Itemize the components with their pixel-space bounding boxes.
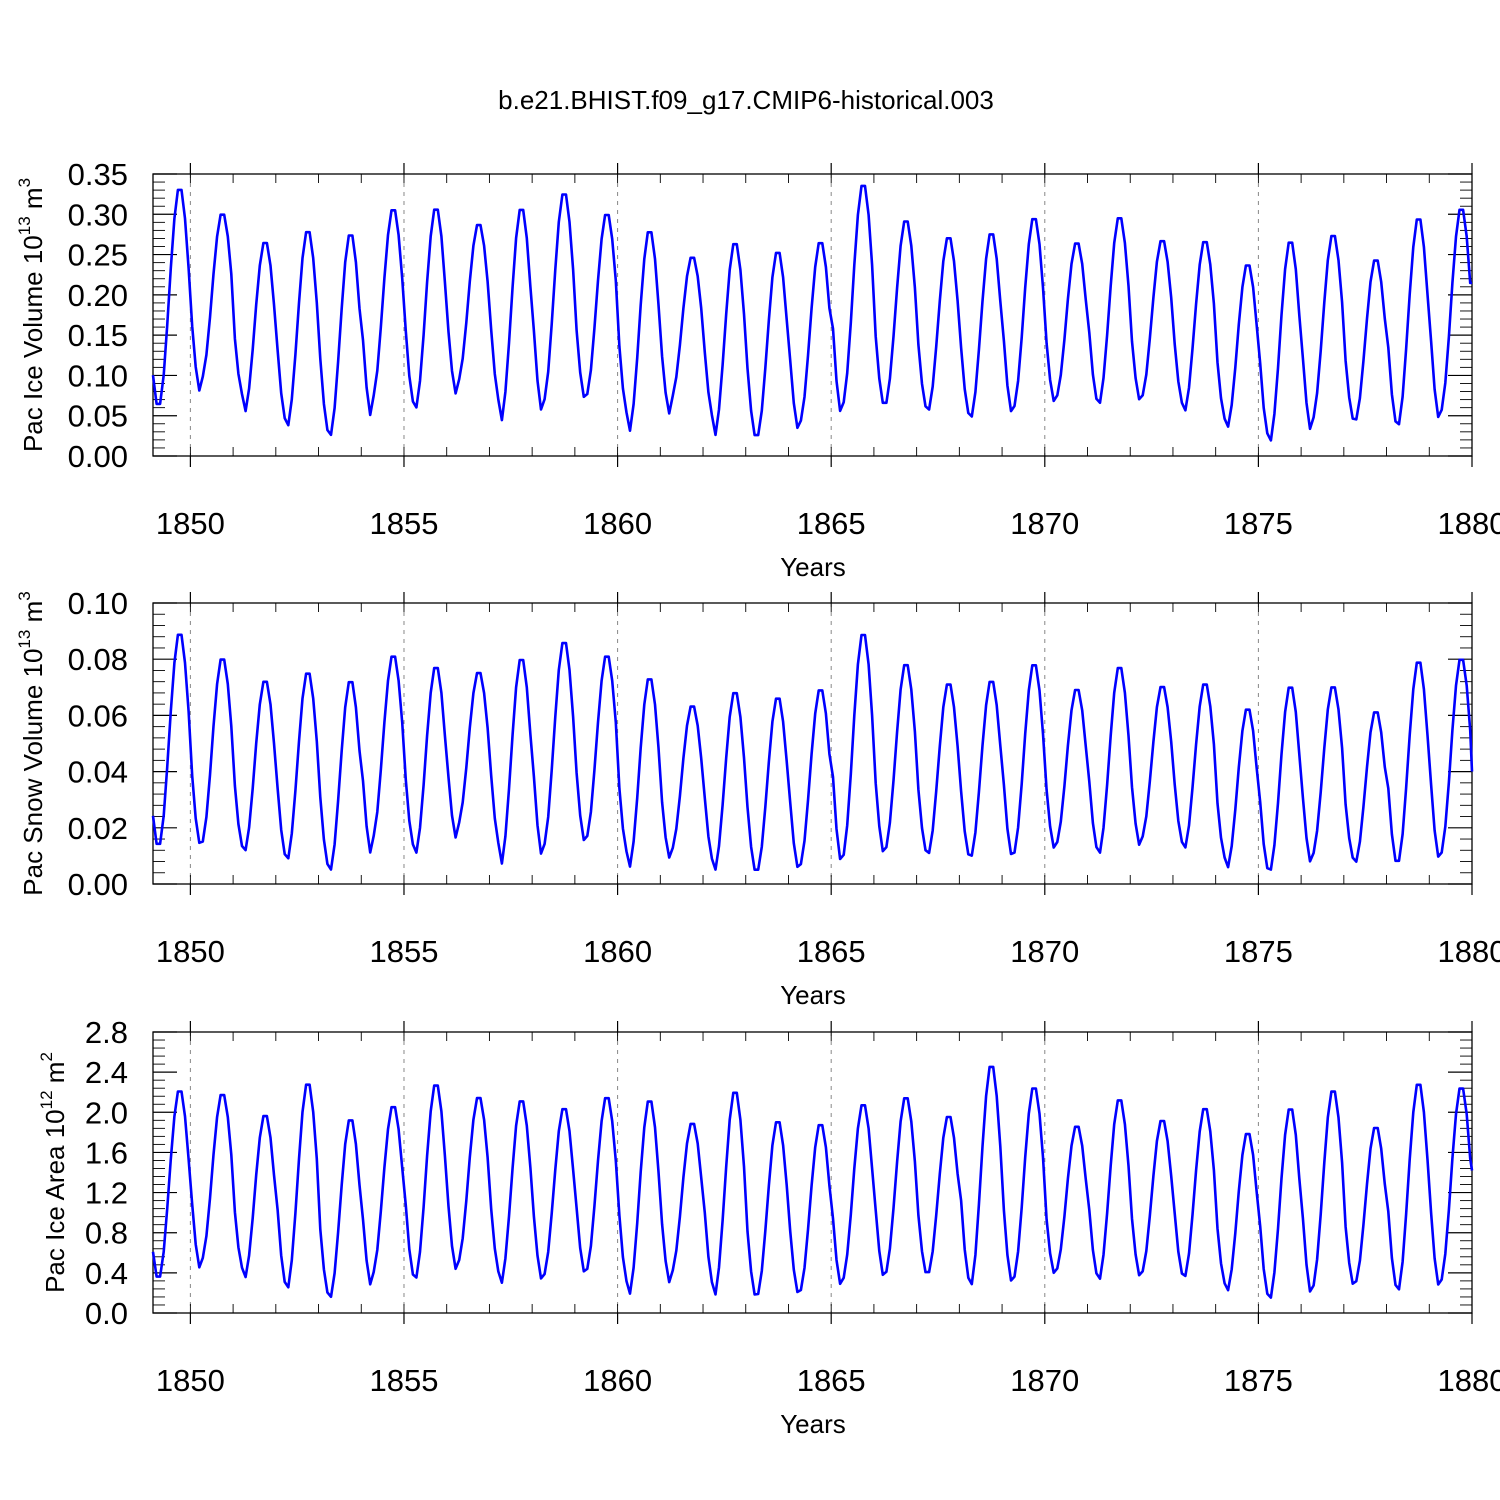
x-tick-label: 1875 <box>1224 934 1293 969</box>
x-tick-label: 1865 <box>797 934 866 969</box>
series-line <box>151 1065 1474 1299</box>
y-axis-label-unit: m <box>18 601 48 630</box>
x-tick-label: 1875 <box>1224 1363 1293 1398</box>
x-tick-label: 1875 <box>1224 506 1293 541</box>
y-tick-label: 0.20 <box>68 278 128 313</box>
y-tick-label: 0.00 <box>68 867 128 902</box>
chart-panel-1: 1850 1855 1860 1865 1870 1875 1880 0.00 0.05 0.10… <box>15 157 1500 582</box>
x-tick-label: 1855 <box>369 1363 438 1398</box>
y-tick-label: 0.10 <box>68 586 128 621</box>
x-tick-label: 1865 <box>797 506 866 541</box>
y-tick-label: 2.0 <box>85 1095 128 1130</box>
x-axis-label: Years <box>780 552 846 582</box>
y-axis-label-main: Pac Ice Area 10 <box>40 1109 70 1293</box>
y-tick-label: 0.08 <box>68 642 128 677</box>
y-tick-label: 0.4 <box>85 1256 128 1291</box>
x-tick-label: 1860 <box>583 1363 652 1398</box>
x-axis-label: Years <box>780 1409 846 1439</box>
y-axis-label-exponent: 13 <box>15 216 34 235</box>
plot-frame <box>152 173 1473 457</box>
y-tick-label: 1.2 <box>85 1176 128 1211</box>
y-axis-label-unit-exponent: 3 <box>15 178 34 187</box>
y-tick-label: 0.30 <box>68 197 128 232</box>
chart-panel-2: 1850 1855 1860 1865 1870 1875 1880 0.00 0.02 0.04… <box>15 586 1500 1010</box>
y-axis-label-unit: m <box>18 187 48 216</box>
y-tick-label: 0.02 <box>68 811 128 846</box>
x-tick-label: 1880 <box>1438 506 1500 541</box>
x-tick-label: 1860 <box>583 506 652 541</box>
x-tick-label: 1850 <box>156 506 225 541</box>
y-tick-label: 0.05 <box>68 399 128 434</box>
y-axis-label-main: Pac Snow Volume 10 <box>18 649 48 896</box>
x-tick-label: 1870 <box>1010 1363 1079 1398</box>
y-axis-label: Pac Snow Volume 1013 m3 <box>15 591 48 895</box>
x-tick-label: 1855 <box>369 506 438 541</box>
y-axis-label-unit: m <box>40 1062 70 1091</box>
y-tick-label: 0.35 <box>68 157 128 192</box>
series-line <box>151 633 1474 871</box>
chart-panel-3: 1850 1855 1860 1865 1870 1875 1880 0.0 0.4 0.8 1.2… <box>37 1015 1500 1439</box>
x-tick-label: 1880 <box>1438 934 1500 969</box>
y-axis-label: Pac Ice Volume 1013 m3 <box>15 178 48 452</box>
y-tick-label: 0.04 <box>68 755 128 790</box>
x-tick-label: 1860 <box>583 934 652 969</box>
y-tick-label: 0.0 <box>85 1296 128 1331</box>
x-tick-label: 1870 <box>1010 934 1079 969</box>
y-tick-label: 0.8 <box>85 1216 128 1251</box>
x-tick-label: 1855 <box>369 934 438 969</box>
y-tick-label: 2.4 <box>85 1055 128 1090</box>
y-tick-label: 1.6 <box>85 1135 128 1170</box>
x-tick-label: 1880 <box>1438 1363 1500 1398</box>
plot-frame <box>152 1031 1473 1314</box>
y-axis-label: Pac Ice Area 1012 m2 <box>37 1052 70 1293</box>
y-axis-label-exponent: 13 <box>15 630 34 649</box>
figure-title: b.e21.BHIST.f09_g17.CMIP6-historical.003 <box>498 85 994 115</box>
y-tick-label: 0.15 <box>68 318 128 353</box>
y-tick-label: 0.10 <box>68 358 128 393</box>
x-axis-label: Years <box>780 980 846 1010</box>
plots-container: 1850 1855 1860 1865 1870 1875 1880 0.00 0.05 0.10… <box>15 157 1500 1439</box>
y-tick-label: 2.8 <box>85 1015 128 1050</box>
y-axis-label-unit-exponent: 3 <box>15 591 34 600</box>
y-tick-label: 0.06 <box>68 698 128 733</box>
y-tick-label: 0.25 <box>68 238 128 273</box>
y-axis-label-main: Pac Ice Volume 10 <box>18 235 48 452</box>
y-tick-label: 0.00 <box>68 439 128 474</box>
x-tick-label: 1850 <box>156 1363 225 1398</box>
x-tick-label: 1850 <box>156 934 225 969</box>
y-axis-label-exponent: 12 <box>37 1090 56 1109</box>
x-tick-label: 1870 <box>1010 506 1079 541</box>
series-line <box>151 184 1473 442</box>
y-axis-label-unit-exponent: 2 <box>37 1052 56 1061</box>
x-tick-label: 1865 <box>797 1363 866 1398</box>
